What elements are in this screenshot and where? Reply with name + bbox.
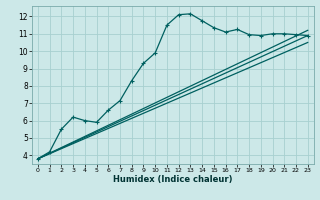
X-axis label: Humidex (Indice chaleur): Humidex (Indice chaleur) — [113, 175, 233, 184]
